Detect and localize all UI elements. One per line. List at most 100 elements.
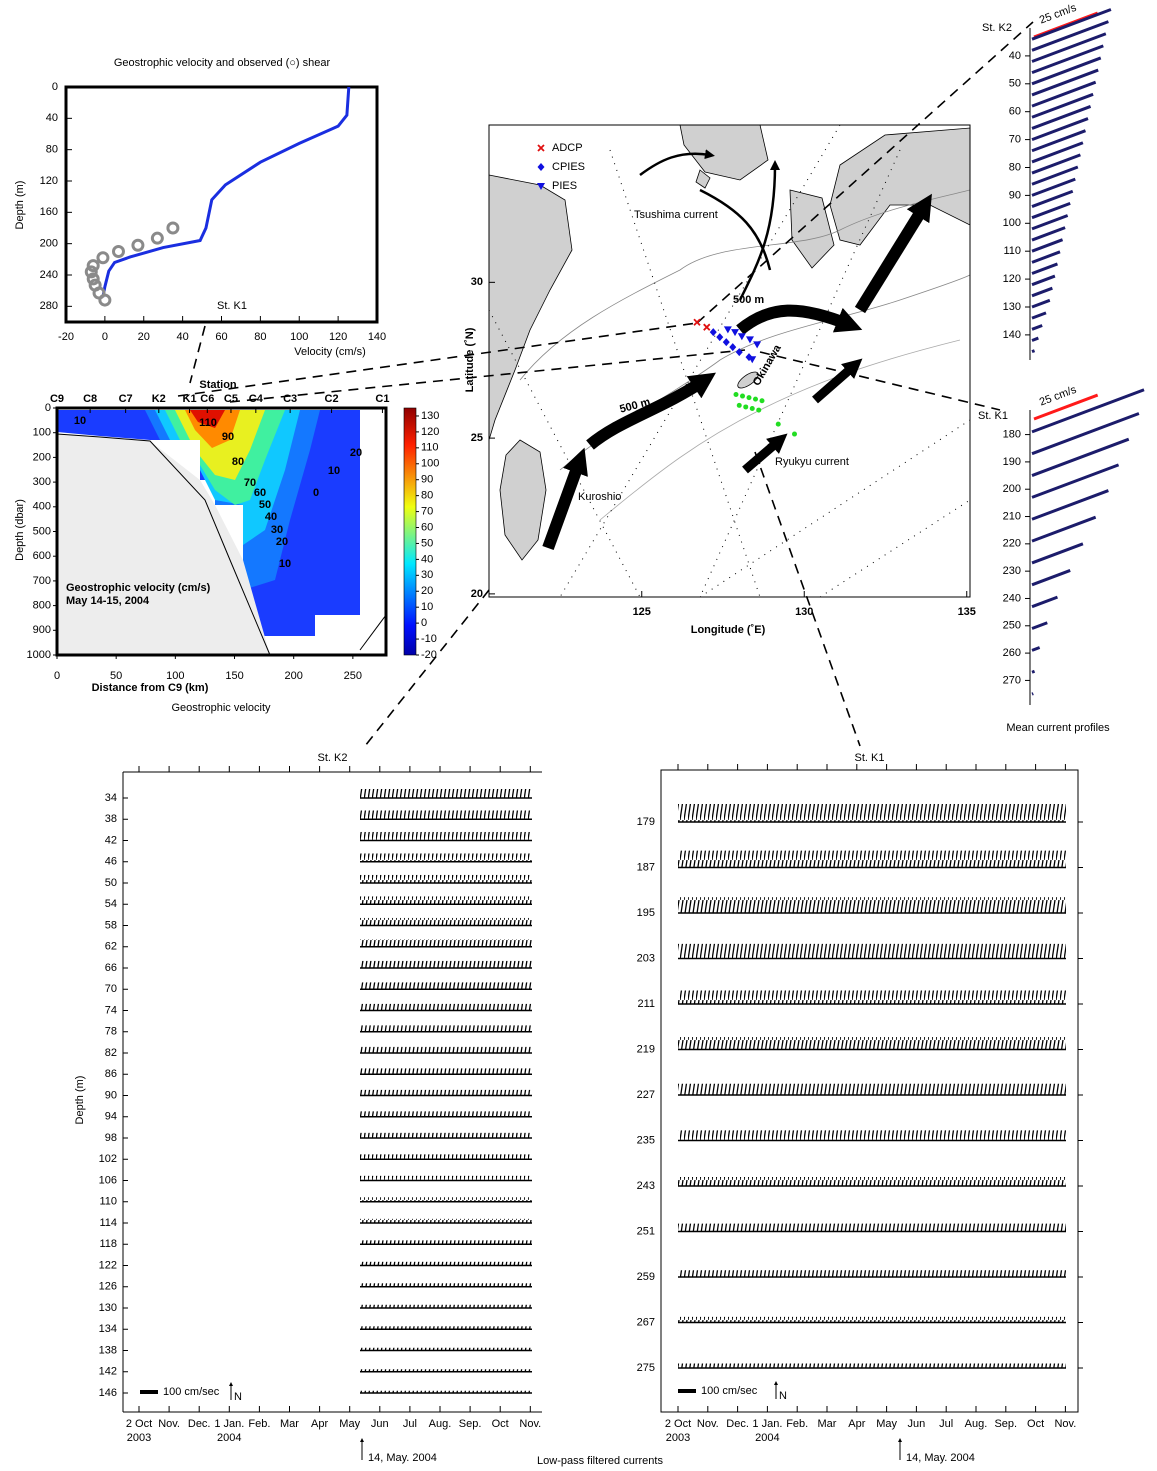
mean-current-stick [1031,274,1056,287]
y-tick-label: 220 [1003,538,1021,550]
shear-point [86,272,100,286]
colorbar-tick-label: -10 [421,633,437,645]
y-tick-label: 800 [33,600,51,612]
x-tick-label: 100 [166,670,184,682]
diamond-marker [537,163,545,171]
contour-label: 10 [74,415,86,427]
depth-label: 86 [105,1068,117,1080]
stick-texture [360,982,532,990]
colorbar-tick-label: 70 [421,505,433,517]
y-tick-label: 120 [40,175,58,187]
depth-label: 227 [637,1089,655,1101]
stick-texture [360,1218,532,1223]
x-axis-label: Velocity (cm/s) [294,346,366,358]
y-tick-label: 90 [1009,189,1021,201]
stick-texture [678,1083,1066,1095]
mean-current-stick [1031,569,1071,587]
mean-current-stick [1031,298,1051,309]
map-label: Kuroshio [578,491,621,503]
y-tick-label: 600 [33,550,51,562]
mean-current-stick [1031,412,1140,456]
y-tick-label: 240 [1003,592,1021,604]
year-label: 2003 [666,1432,690,1444]
x-tick-label: 1 Jan. [752,1418,782,1430]
legend-label: PIES [552,180,577,192]
diamond-marker [729,343,737,352]
contour-label: 60 [254,487,266,499]
x-tick-label: 135 [958,606,976,618]
x-tick-label: 20 [138,331,150,343]
stick-texture [360,1261,532,1266]
stick-texture [678,850,1066,868]
x-tick-label: Nov. [1054,1418,1076,1430]
depth-label: 122 [99,1259,117,1271]
section-fill [56,410,387,656]
dot-marker [743,404,749,410]
triangle-marker [537,183,545,190]
shear-point [96,251,110,265]
x-tick-label: -20 [58,331,74,343]
depth-label: 138 [99,1344,117,1356]
stick-texture [360,1111,532,1117]
station-label: C1 [375,393,389,405]
mean-current-stick [1031,542,1084,565]
y-tick-label: 110 [1003,245,1021,257]
mean-current-stick [1031,165,1079,186]
x-tick-label: Apr [848,1418,865,1430]
panel-title: St. K2 [318,752,348,764]
x-axis-label: Distance from C9 (km) [92,682,209,694]
x-tick-label: Nov. [519,1418,541,1430]
depth-label: 259 [637,1271,655,1283]
map-label: Tsushima current [634,209,718,221]
y-tick-label: 40 [1009,50,1021,62]
stick-texture [678,1316,1066,1323]
dot-marker [740,393,745,399]
north-label: N [779,1390,787,1402]
stick-texture [360,789,532,798]
depth-label: 134 [99,1323,117,1335]
dot-marker [775,421,781,427]
caption: Low-pass filtered currents [537,1455,663,1467]
diamond-marker [735,348,743,357]
depth-label: 74 [105,1004,117,1016]
map-label: 500 m [733,294,764,306]
depth-label: 90 [105,1089,117,1101]
stick-texture [360,1025,532,1032]
x-tick-label: 2 Oct [665,1418,691,1430]
stick-texture [678,804,1066,822]
y-tick-label: 30 [471,276,483,288]
depth-label: 110 [99,1196,117,1208]
stick-texture [360,853,532,862]
depth-label: 203 [637,952,655,964]
triangle-marker [753,341,762,349]
start-label: 14, May. 2004 [906,1452,975,1464]
mean-current-stick [1031,336,1039,342]
stick-texture [360,1347,532,1351]
station-label: C3 [283,393,297,405]
x-tick-label: 200 [285,670,303,682]
diamond-marker [709,328,717,337]
y-tick-label: 260 [1003,647,1021,659]
station-label: C7 [119,393,133,405]
stick-texture [360,896,532,905]
y-tick-label: 1000 [27,649,51,661]
x-tick-label: Feb. [248,1418,270,1430]
depth-label: 179 [637,816,655,828]
current-arrows [542,149,932,551]
x-tick-label: 1 Jan. [214,1418,244,1430]
x-tick-label: Jul [939,1418,953,1430]
x-tick-label: 0 [102,331,108,343]
x-tick-label: Dec. [726,1418,749,1430]
depth-label: 106 [99,1174,117,1186]
stick-texture [360,1390,532,1393]
station-label: C5 [224,393,238,405]
plot-frame [64,85,379,324]
depth-label: 195 [637,907,655,919]
depth-label: 118 [99,1238,117,1250]
year-label: 2003 [127,1432,151,1444]
x-marker [703,323,711,331]
mean-current-stick [1031,646,1041,652]
mean-current-stick [1031,201,1071,220]
year-label: 2004 [217,1432,241,1444]
